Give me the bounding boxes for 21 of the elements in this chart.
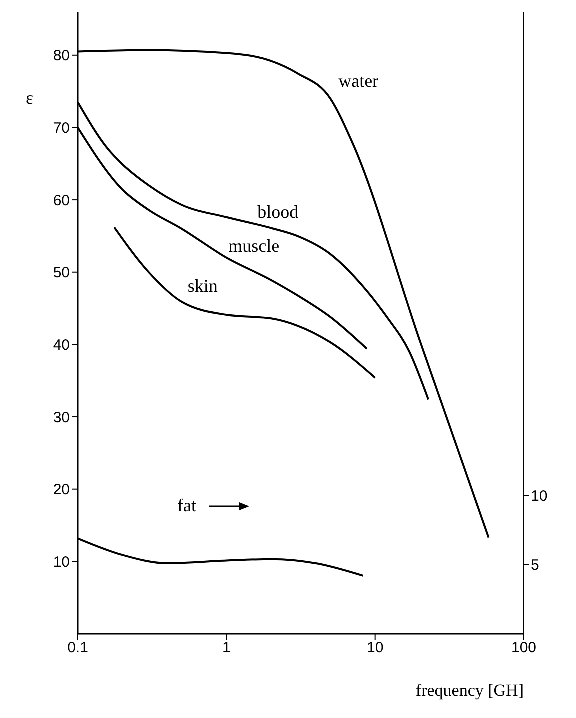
- y-tick-label: 40: [53, 337, 70, 354]
- legend-label: fat: [178, 496, 196, 516]
- x-tick-label: 10: [366, 640, 384, 657]
- series-label: skin: [188, 276, 218, 296]
- y-tick-label: 20: [53, 482, 70, 499]
- series-label: muscle: [228, 236, 280, 256]
- series-label: water: [338, 70, 379, 91]
- y-tick-label: 10: [53, 554, 70, 571]
- y-tick-label: 80: [53, 48, 70, 65]
- y-tick-label: 50: [53, 264, 70, 282]
- x-tick-label: 0.1: [68, 640, 88, 657]
- y-tick-label: 70: [53, 120, 70, 138]
- x-tick-label: 100: [511, 640, 537, 657]
- y-tick-label: 60: [53, 192, 70, 210]
- x-axis-title: frequency [GH]: [416, 681, 524, 700]
- y2-tick-label: 5: [531, 557, 540, 574]
- y-tick-label: 30: [53, 409, 70, 426]
- series-label: blood: [258, 202, 299, 222]
- x-tick-label: 1: [222, 640, 231, 657]
- y2-tick-label: 10: [531, 488, 548, 506]
- y-axis-title: ε: [26, 88, 34, 108]
